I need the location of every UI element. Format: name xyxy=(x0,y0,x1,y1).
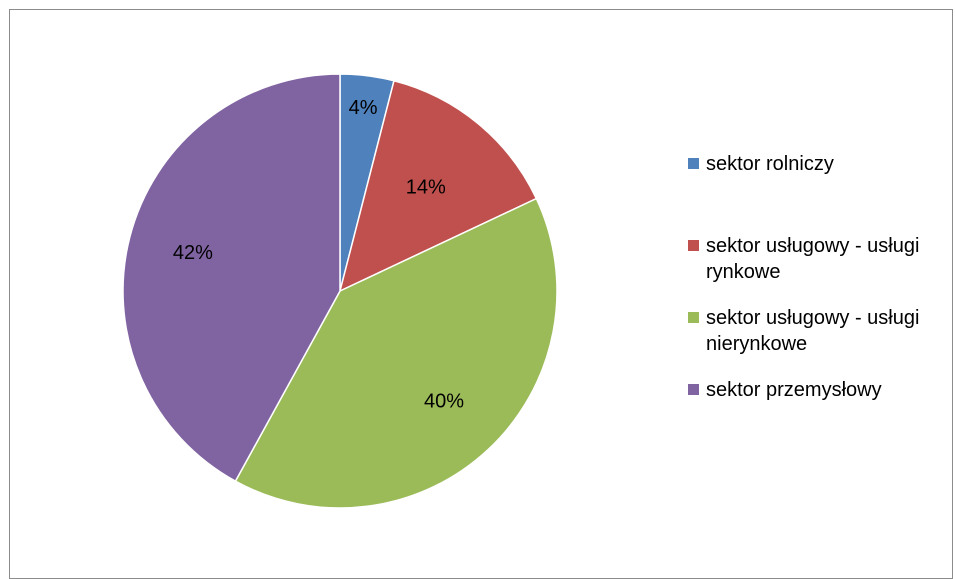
data-label-uslugi-nierynkowe: 40% xyxy=(424,391,464,413)
pie-slice-uslugi-rynkowe xyxy=(338,79,538,293)
legend-item-uslugi-rynkowe: sektor usługowy - usługi rynkowe xyxy=(688,235,919,283)
legend-item-sektor-przemyslowy: sektor przemysłowy xyxy=(688,379,882,401)
pie-slice-sektor-przemyslowy xyxy=(122,73,341,483)
data-labels: 4% 14% 40% 42% xyxy=(173,97,464,413)
legend-label-sektor-przemyslowy: sektor przemysłowy xyxy=(706,379,882,401)
legend-label-uslugi-nierynkowe: sektor usługowy - usługi nierynkowe xyxy=(706,307,919,355)
legend-swatch-sektor-przemyslowy xyxy=(688,384,699,395)
pie-chart: 4% 14% 40% 42% sektor rolniczy sektor usługo… xyxy=(122,73,919,509)
legend-label-uslugi-rynkowe: sektor usługowy - usługi rynkowe xyxy=(706,235,919,283)
data-label-sektor-przemyslowy: 42% xyxy=(173,242,213,264)
data-label-uslugi-rynkowe: 14% xyxy=(406,176,446,198)
pie-slice-uslugi-nierynkowe xyxy=(234,197,558,509)
legend-item-uslugi-nierynkowe: sektor usługowy - usługi nierynkowe xyxy=(688,307,919,355)
legend-item-sektor-rolniczy: sektor rolniczy xyxy=(688,153,834,175)
legend-label-sektor-rolniczy: sektor rolniczy xyxy=(706,153,834,175)
pie-slices xyxy=(122,73,558,509)
legend-swatch-uslugi-rynkowe xyxy=(688,240,699,251)
data-label-sektor-rolniczy: 4% xyxy=(349,97,378,119)
legend-swatch-sektor-rolniczy xyxy=(688,158,699,169)
legend-swatch-uslugi-nierynkowe xyxy=(688,312,699,323)
legend: sektor rolniczy sektor usługowy - usługi r… xyxy=(688,153,919,401)
